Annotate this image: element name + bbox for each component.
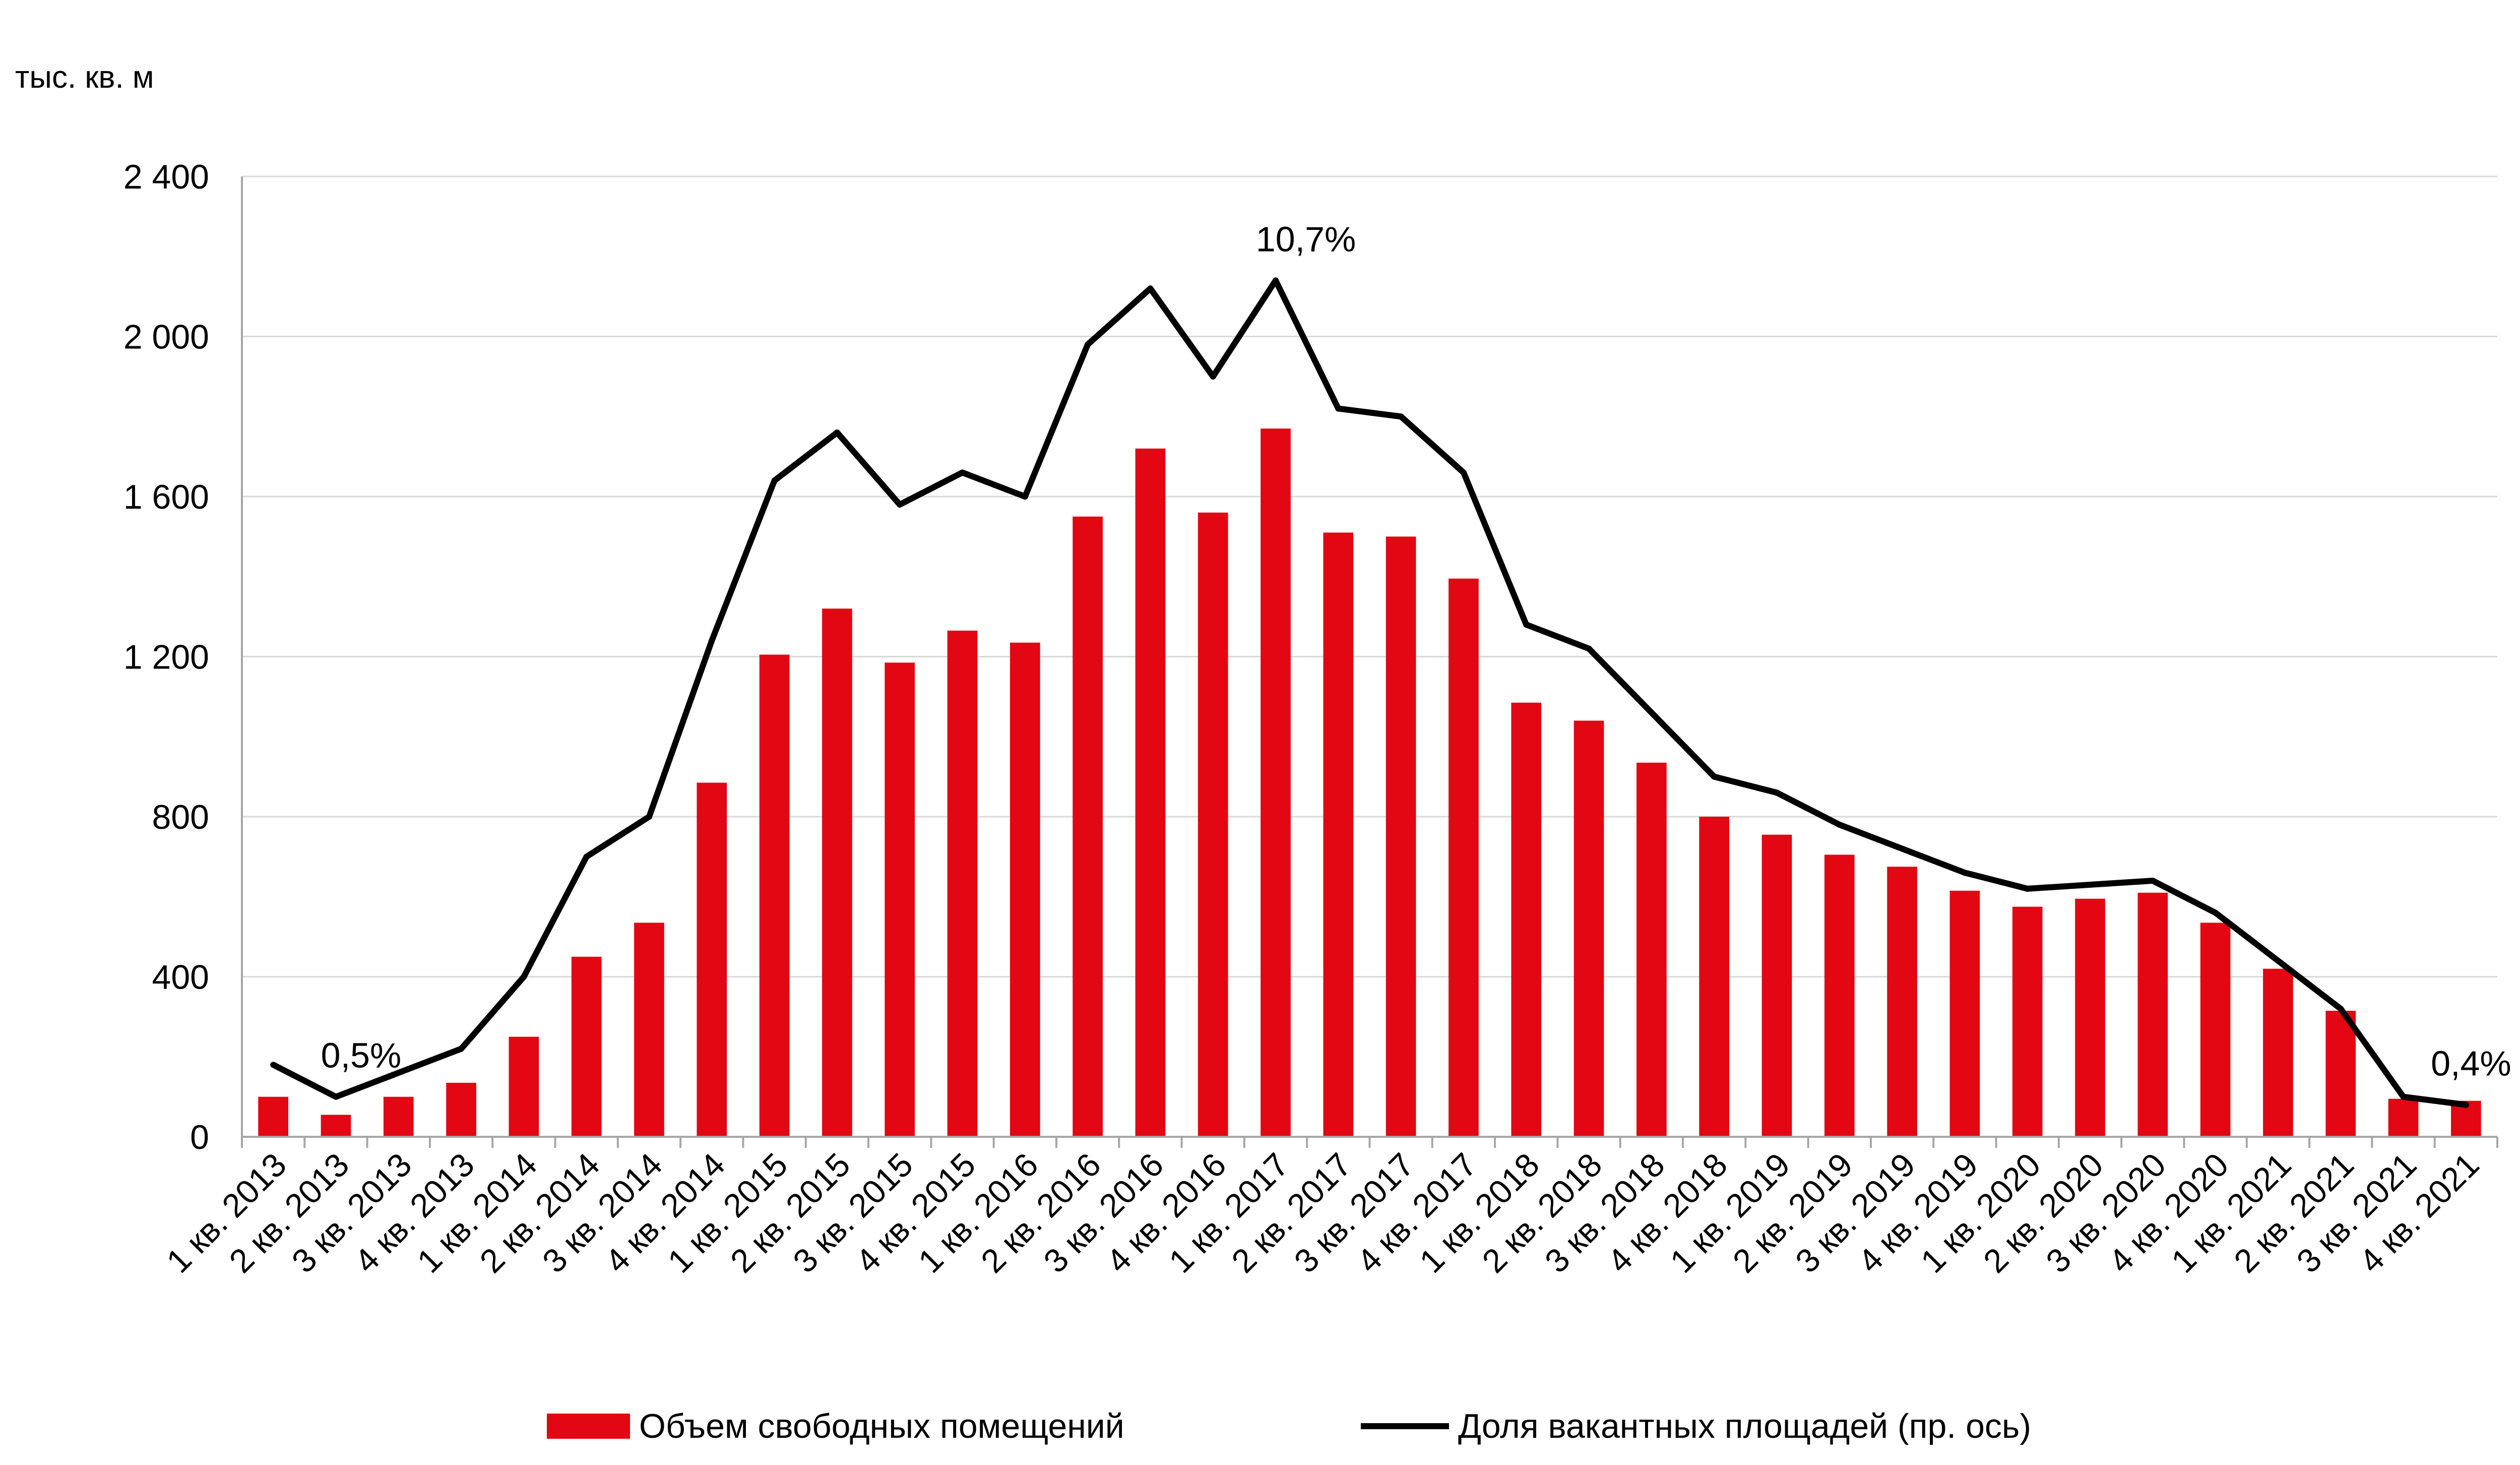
bar [822, 608, 852, 1137]
bar [1573, 720, 1604, 1137]
line-point [1273, 277, 1279, 284]
bar [1323, 532, 1354, 1137]
y-left-tick-label: 1 600 [123, 478, 209, 516]
bar [2137, 892, 2168, 1137]
legend-swatch-line [1361, 1423, 1449, 1429]
y-axis-unit-label: тыс. кв. м [15, 60, 154, 95]
bar [1761, 834, 1792, 1137]
line-point [1523, 622, 1530, 628]
bar-series [258, 429, 2481, 1137]
bar [258, 1096, 288, 1137]
line-point [1022, 494, 1028, 500]
bar [759, 654, 790, 1137]
line-point [2150, 878, 2156, 884]
y-left-tick-label: 400 [152, 958, 209, 997]
line-point [2087, 881, 2094, 888]
bar [1949, 890, 1980, 1137]
bar [509, 1036, 539, 1137]
bar [2263, 968, 2293, 1137]
line-point [1586, 645, 1592, 652]
line-point [1899, 845, 1906, 852]
legend-item-line: Доля вакантных площадей (пр. ось) [1361, 1407, 2031, 1446]
line-point [2024, 885, 2031, 892]
line-point [458, 1046, 465, 1052]
bar [1198, 512, 1228, 1137]
bar [885, 662, 915, 1137]
bar [1073, 516, 1103, 1137]
line-point [1774, 789, 1780, 796]
line-point [270, 1062, 277, 1068]
line-series [270, 277, 2469, 1108]
line-point [1335, 405, 1342, 412]
y-left-tick-label: 2 400 [123, 158, 209, 196]
bar [446, 1082, 476, 1137]
line-point [2275, 957, 2281, 964]
bar [697, 782, 727, 1137]
bar [2012, 906, 2043, 1137]
y-axis-left: 0 400 800 1 200 1 600 2 000 2 400 [123, 158, 243, 1156]
line-point [333, 1093, 339, 1100]
bar [1824, 854, 1855, 1137]
line-point [1210, 373, 1216, 380]
bar [1511, 702, 1542, 1137]
line-point [1398, 413, 1404, 420]
data-label: 0,5% [321, 1036, 402, 1075]
line-point [897, 501, 903, 508]
annotations: 0,5% 10,7% 0,4% [321, 219, 2511, 1083]
line-point [646, 814, 652, 820]
line-point [2338, 1006, 2344, 1012]
bar [1010, 642, 1040, 1137]
bar [1448, 578, 1479, 1137]
bar [383, 1096, 414, 1137]
y-left-tick-label: 800 [152, 798, 209, 836]
line-point [1648, 709, 1655, 716]
line-point [2400, 1093, 2407, 1100]
legend-label-line: Доля вакантных площадей (пр. ось) [1458, 1407, 2031, 1445]
bar [321, 1115, 351, 1137]
bar [1636, 762, 1667, 1137]
data-label: 10,7% [1256, 219, 1356, 259]
gridlines [242, 175, 2497, 978]
bar [634, 923, 664, 1137]
legend-item-bars: Объем свободных помещений [547, 1407, 1124, 1446]
line-point [1085, 341, 1091, 348]
legend-label-bars: Объем свободных помещений [639, 1407, 1124, 1445]
line-point [2463, 1102, 2469, 1108]
bar [571, 956, 602, 1137]
line-point [709, 637, 715, 644]
line-point [521, 973, 527, 980]
y-left-tick-label: 1 200 [123, 638, 209, 677]
series-line [272, 277, 2467, 1108]
y-left-tick-label: 0 [190, 1118, 209, 1156]
bar [2388, 1098, 2419, 1137]
line-point [771, 477, 778, 484]
line-point [1962, 870, 1968, 876]
bar [2325, 1010, 2356, 1137]
line-point [1147, 285, 1154, 292]
bar [1385, 536, 1416, 1137]
line-point [2212, 909, 2219, 916]
line-point [1711, 773, 1718, 780]
bar [1887, 867, 1917, 1137]
line-point [583, 853, 590, 860]
data-label: 0,4% [2431, 1044, 2511, 1083]
bar [1699, 817, 1730, 1137]
bar [2075, 898, 2105, 1137]
legend-swatch-bars [547, 1414, 630, 1439]
line-point [395, 1070, 402, 1076]
line-point [959, 469, 966, 476]
y-left-tick-label: 2 000 [123, 318, 209, 356]
bar [1261, 429, 1291, 1137]
bar [1135, 448, 1166, 1137]
bar [2200, 923, 2231, 1137]
line-point [1836, 821, 1843, 828]
line-point [834, 430, 840, 436]
bar [947, 630, 978, 1137]
line-point [1460, 469, 1467, 476]
